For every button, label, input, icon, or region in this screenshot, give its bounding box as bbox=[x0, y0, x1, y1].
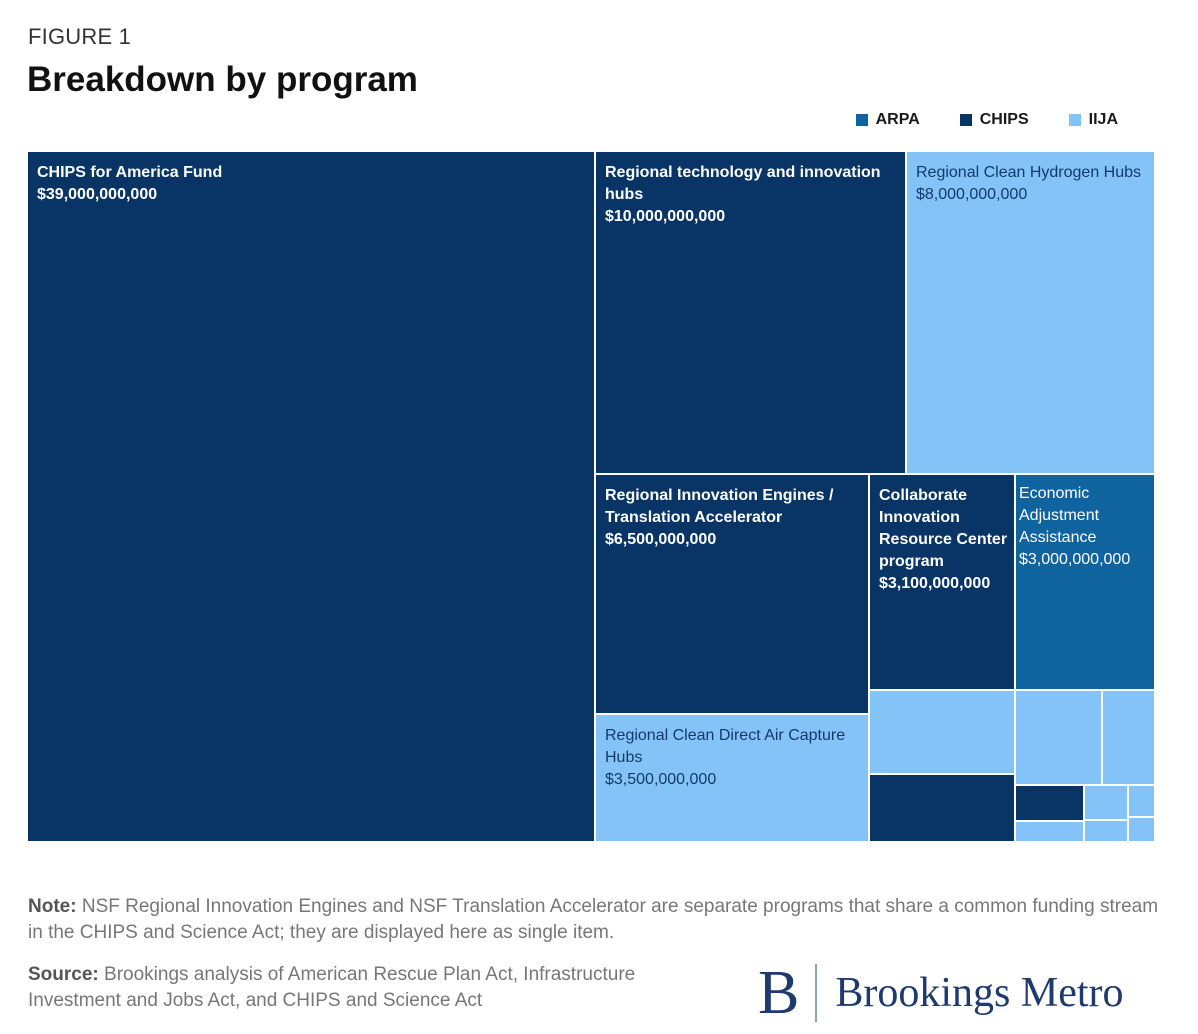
source-label: Source: bbox=[28, 964, 99, 985]
treemap-tile bbox=[1016, 822, 1085, 843]
treemap-tile-label: Regional Clean Direct Air Capture Hubs bbox=[605, 727, 846, 766]
treemap-tile: Regional Clean Hydrogen Hubs $8,000,000,0… bbox=[907, 152, 1156, 475]
treemap-tile-value: $6,500,000,000 bbox=[605, 531, 717, 548]
treemap-tile-label: Regional Innovation Engines / Translatio… bbox=[605, 487, 834, 526]
legend-item-iija: IIJA bbox=[1068, 111, 1118, 129]
treemap: CHIPS for America Fund $39,000,000,000 Reg… bbox=[28, 152, 1156, 843]
figure-label: FIGURE 1 bbox=[28, 24, 132, 49]
brookings-metro-logo: B Brookings Metro bbox=[758, 958, 1124, 1028]
treemap-tile-value: $3,100,000,000 bbox=[879, 575, 991, 592]
treemap-tile: Collaborate Innovation Resource Center p… bbox=[870, 475, 1016, 691]
treemap-tile-label: Collaborate Innovation Resource Center p… bbox=[879, 487, 1008, 570]
treemap-tile bbox=[1103, 691, 1156, 786]
logo-text: Brookings Metro bbox=[835, 970, 1124, 1016]
legend-swatch-arpa bbox=[855, 114, 868, 126]
legend-label-arpa: ARPA bbox=[875, 111, 920, 128]
legend-swatch-iija bbox=[1068, 114, 1081, 126]
treemap-tile-label: Regional technology and innovation hubs bbox=[605, 164, 881, 203]
logo-divider bbox=[815, 964, 818, 1022]
treemap-tile bbox=[1129, 786, 1156, 818]
treemap-tile bbox=[1129, 818, 1156, 843]
treemap-tile-label: Regional Clean Hydrogen Hubs bbox=[916, 164, 1142, 181]
treemap-tile: Regional Clean Direct Air Capture Hubs $3… bbox=[596, 715, 870, 843]
legend-label-iija: IIJA bbox=[1088, 111, 1118, 128]
logo-initial: B bbox=[758, 959, 800, 1027]
legend-item-chips: CHIPS bbox=[959, 111, 1029, 129]
treemap-tile-value: $10,000,000,000 bbox=[605, 208, 726, 225]
legend-swatch-chips bbox=[959, 114, 972, 126]
legend-label-chips: CHIPS bbox=[979, 111, 1029, 128]
treemap-tile: Economic Adjustment Assistance $3,000,000… bbox=[1016, 475, 1156, 691]
source-text: Brookings analysis of American Rescue Pl… bbox=[28, 964, 636, 1011]
treemap-tile-value: $8,000,000,000 bbox=[916, 186, 1028, 203]
treemap-tile: Regional technology and innovation hubs $… bbox=[596, 152, 907, 475]
note-text: NSF Regional Innovation Engines and NSF … bbox=[28, 896, 1159, 943]
note: Note: NSF Regional Innovation Engines an… bbox=[28, 894, 1168, 946]
source: Source: Brookings analysis of American R… bbox=[28, 962, 728, 1014]
treemap-tile bbox=[1085, 786, 1129, 821]
treemap-tile-value: $39,000,000,000 bbox=[37, 186, 158, 203]
treemap-tile bbox=[870, 691, 1016, 775]
treemap-tile: CHIPS for America Fund $39,000,000,000 bbox=[28, 152, 596, 843]
treemap-tile-value: $3,000,000,000 bbox=[1019, 551, 1131, 568]
note-label: Note: bbox=[28, 896, 77, 917]
treemap-tile bbox=[1016, 691, 1103, 786]
treemap-tile bbox=[1085, 821, 1129, 843]
treemap-tile bbox=[1016, 786, 1085, 822]
treemap-tile-value: $3,500,000,000 bbox=[605, 771, 717, 788]
treemap-tile-label: Economic Adjustment Assistance bbox=[1019, 485, 1100, 546]
legend: ARPA CHIPS IIJA bbox=[855, 111, 1118, 129]
treemap-tile-label: CHIPS for America Fund bbox=[37, 164, 223, 181]
chart-title: Breakdown by program bbox=[27, 60, 418, 99]
treemap-tile: Regional Innovation Engines / Translatio… bbox=[596, 475, 870, 715]
treemap-tile bbox=[870, 775, 1016, 843]
legend-item-arpa: ARPA bbox=[855, 111, 920, 129]
